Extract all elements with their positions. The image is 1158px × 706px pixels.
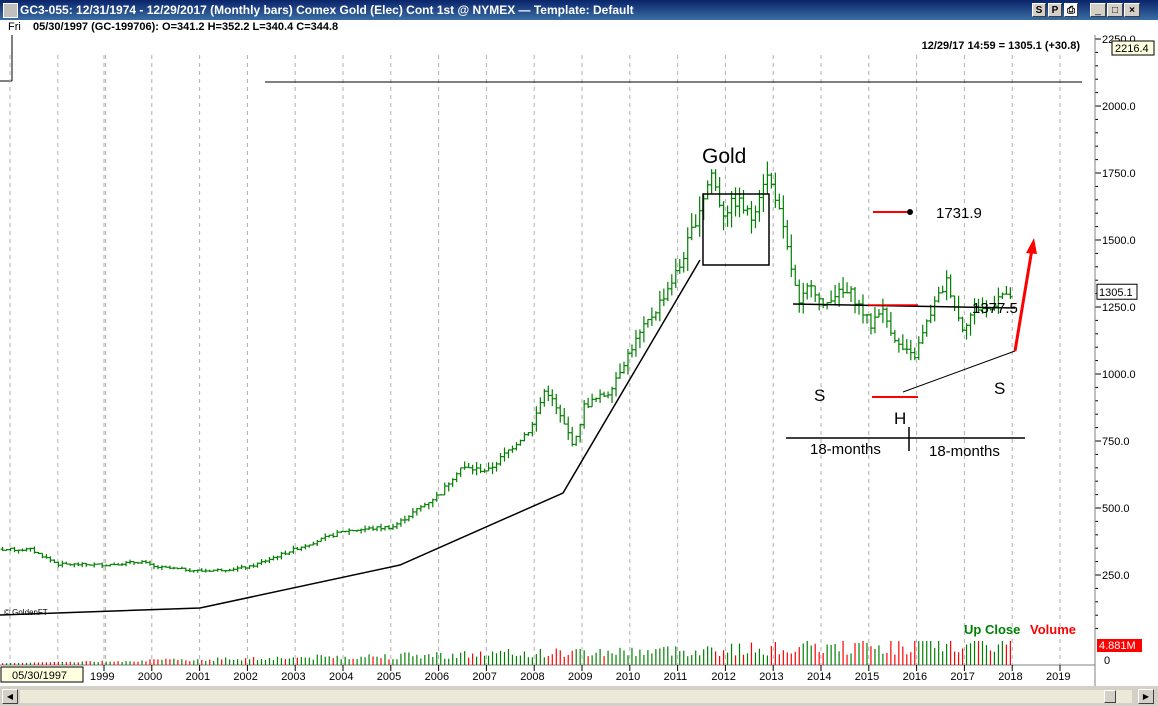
price-chart[interactable]: Gold 1731.9 1377.5 S H S 18-months 18-months Up … (0, 35, 1158, 686)
span-left-label: 18-months (810, 441, 881, 458)
y-tick-label: 250.0 (1102, 570, 1130, 582)
rising-support-line (902, 350, 1016, 393)
x-tick-label: 2010 (616, 671, 640, 683)
x-tick-label: 2003 (281, 671, 305, 683)
window-title: GC3-055: 12/31/1974 - 12/29/2017 (Monthl… (20, 3, 634, 17)
last-high-price-box (1111, 40, 1155, 56)
volume-zero-label: 0 (1104, 655, 1110, 667)
x-tick-label: 2001 (186, 671, 210, 683)
y-axis: 250.0 500.0 750.0 1000.0 1250.0 1500.0 1750.0 2… (1094, 35, 1155, 686)
last-high-price-label: 2216.4 (1115, 43, 1149, 55)
x-tick-label: 2016 (903, 671, 927, 683)
scroll-right-icon[interactable]: ▶ (1138, 689, 1154, 704)
projection-arrowhead (1026, 238, 1037, 254)
y-tick-label: 2250.0 (1102, 35, 1136, 46)
x-axis-area (0, 665, 1095, 686)
x-axis: 05/30/1997 1999 2000 2001 2002 2003 2004 2005 20… (0, 665, 1070, 683)
day-label: Fri (8, 21, 21, 33)
x-tick-label: 2004 (329, 671, 353, 683)
horizontal-scrollbar[interactable]: ◀ ▶ (0, 686, 1158, 706)
right-shoulder-label: S (994, 379, 1005, 398)
x-tick-label: 2006 (425, 671, 449, 683)
x-tick-label: 2007 (472, 671, 496, 683)
x-tick-label: 2002 (233, 671, 257, 683)
y-tick-label: 2000.0 (1102, 101, 1136, 113)
x-tick-label: 2000 (138, 671, 162, 683)
volume-value-box (1097, 639, 1142, 652)
x-tick-label: 2008 (520, 671, 544, 683)
legend-up-close: Up Close (964, 622, 1020, 637)
s-button[interactable]: S (1032, 3, 1046, 17)
target-marker (907, 209, 913, 215)
ohlc-readout-bar: Fri 05/30/1997 (GC-199706): O=341.2 H=35… (0, 20, 1158, 35)
x-tick-label: 2013 (759, 671, 783, 683)
p-button[interactable]: P (1048, 3, 1062, 17)
y-tick-label: 750.0 (1102, 436, 1130, 448)
neckline (792, 303, 1016, 309)
x-tick-label: 2019 (1046, 671, 1070, 683)
y-axis-area (1095, 35, 1158, 686)
close-icon[interactable]: × (1124, 3, 1140, 17)
scroll-thumb[interactable] (1104, 690, 1116, 703)
x-tick-label: 1999 (90, 671, 114, 683)
copyright-label: © GoldenFT (4, 608, 48, 617)
y-tick-label: 1500.0 (1102, 235, 1136, 247)
y-tick-label: 1750.0 (1102, 168, 1136, 180)
app-icon (3, 3, 18, 18)
volume-bars (1, 641, 1011, 665)
window-title-bar: GC3-055: 12/31/1974 - 12/29/2017 (Monthl… (0, 0, 1158, 20)
cursor-date-box (0, 666, 84, 683)
current-price-box (1096, 283, 1138, 300)
y-tick-label: 500.0 (1102, 503, 1130, 515)
ohlc-readout: 05/30/1997 (GC-199706): O=341.2 H=352.2 … (33, 21, 339, 33)
y-tick-label: 1250.0 (1102, 302, 1136, 314)
gridlines (9, 55, 1061, 665)
x-tick-label: 2009 (568, 671, 592, 683)
x-tick-label: 2017 (950, 671, 974, 683)
x-tick-label: 2005 (377, 671, 401, 683)
annotations: Gold 1731.9 1377.5 S H S 18-months 18-months Up … (0, 81, 1082, 637)
header-quote: 12/29/17 14:59 = 1305.1 (+30.8) (922, 40, 1081, 52)
uptrend-line (0, 259, 701, 616)
projection-arrow (1013, 248, 1034, 352)
span-right-label: 18-months (929, 443, 1000, 460)
price-bars (0, 161, 1013, 573)
print-icon[interactable]: ⎙ (1064, 3, 1078, 17)
plot-area (0, 35, 1095, 665)
current-price-label: 1305.1 (1099, 287, 1133, 299)
neckline-label: 1377.5 (972, 300, 1018, 317)
top-box (702, 193, 770, 266)
x-tick-label: 2015 (855, 671, 879, 683)
chart-title: Gold (702, 145, 746, 168)
scroll-track[interactable] (20, 690, 1132, 703)
head-label: H (894, 409, 906, 428)
legend-volume: Volume (1030, 622, 1076, 637)
x-tick-label: 2018 (998, 671, 1022, 683)
volume-value-label: 4.881M (1099, 640, 1136, 652)
left-shoulder-label: S (814, 386, 825, 405)
maximize-icon[interactable]: □ (1107, 3, 1123, 17)
minimize-icon[interactable]: _ (1090, 3, 1106, 17)
x-tick-label: 2014 (807, 671, 831, 683)
x-tick-label: 2011 (664, 671, 688, 683)
y-tick-label: 1000.0 (1102, 369, 1136, 381)
x-tick-label: 2012 (711, 671, 735, 683)
scroll-left-icon[interactable]: ◀ (2, 689, 18, 704)
cursor-date-label: 05/30/1997 (12, 670, 67, 682)
target-label: 1731.9 (936, 205, 982, 222)
